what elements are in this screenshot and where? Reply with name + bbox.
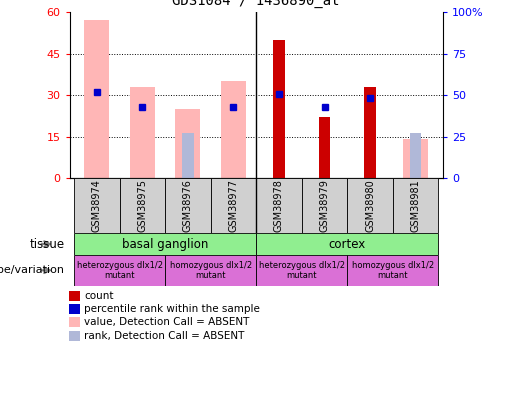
- Text: GSM38977: GSM38977: [229, 179, 238, 232]
- Text: GSM38976: GSM38976: [183, 179, 193, 232]
- Text: value, Detection Call = ABSENT: value, Detection Call = ABSENT: [84, 317, 249, 327]
- Bar: [211, 178, 256, 233]
- Bar: [256, 178, 302, 233]
- Text: GSM38979: GSM38979: [319, 179, 330, 232]
- Bar: [84, 21, 109, 178]
- Bar: [119, 178, 165, 233]
- Text: GSM38978: GSM38978: [274, 179, 284, 232]
- Bar: [74, 233, 256, 255]
- Bar: [176, 109, 200, 178]
- Text: genotype/variation: genotype/variation: [0, 265, 64, 275]
- Text: GSM38981: GSM38981: [410, 179, 421, 232]
- Bar: [68, 330, 80, 341]
- Bar: [130, 87, 155, 178]
- Text: cortex: cortex: [329, 237, 366, 251]
- Text: basal ganglion: basal ganglion: [122, 237, 209, 251]
- Text: heterozygous dlx1/2
mutant: heterozygous dlx1/2 mutant: [259, 261, 345, 280]
- Bar: [68, 291, 80, 301]
- Bar: [273, 40, 285, 178]
- Bar: [221, 81, 246, 178]
- Text: GSM38980: GSM38980: [365, 179, 375, 232]
- Bar: [182, 133, 194, 178]
- Bar: [393, 178, 438, 233]
- Bar: [74, 255, 165, 286]
- Bar: [302, 178, 347, 233]
- Text: tissue: tissue: [29, 237, 64, 251]
- Title: GDS1084 / 1436890_at: GDS1084 / 1436890_at: [173, 0, 340, 9]
- Text: homozygous dlx1/2
mutant: homozygous dlx1/2 mutant: [169, 261, 252, 280]
- Text: GSM38975: GSM38975: [138, 179, 147, 232]
- Bar: [165, 255, 256, 286]
- Bar: [68, 304, 80, 314]
- Bar: [410, 133, 421, 178]
- Bar: [319, 117, 330, 178]
- Bar: [347, 178, 393, 233]
- Text: heterozygous dlx1/2
mutant: heterozygous dlx1/2 mutant: [77, 261, 163, 280]
- Bar: [256, 233, 438, 255]
- Text: homozygous dlx1/2
mutant: homozygous dlx1/2 mutant: [352, 261, 434, 280]
- Text: percentile rank within the sample: percentile rank within the sample: [84, 304, 260, 314]
- Bar: [364, 87, 376, 178]
- Bar: [74, 178, 119, 233]
- Text: rank, Detection Call = ABSENT: rank, Detection Call = ABSENT: [84, 331, 245, 341]
- Text: count: count: [84, 291, 114, 301]
- Text: GSM38974: GSM38974: [92, 179, 102, 232]
- Bar: [165, 178, 211, 233]
- Bar: [403, 139, 428, 178]
- Bar: [347, 255, 438, 286]
- Bar: [68, 317, 80, 328]
- Bar: [256, 255, 347, 286]
